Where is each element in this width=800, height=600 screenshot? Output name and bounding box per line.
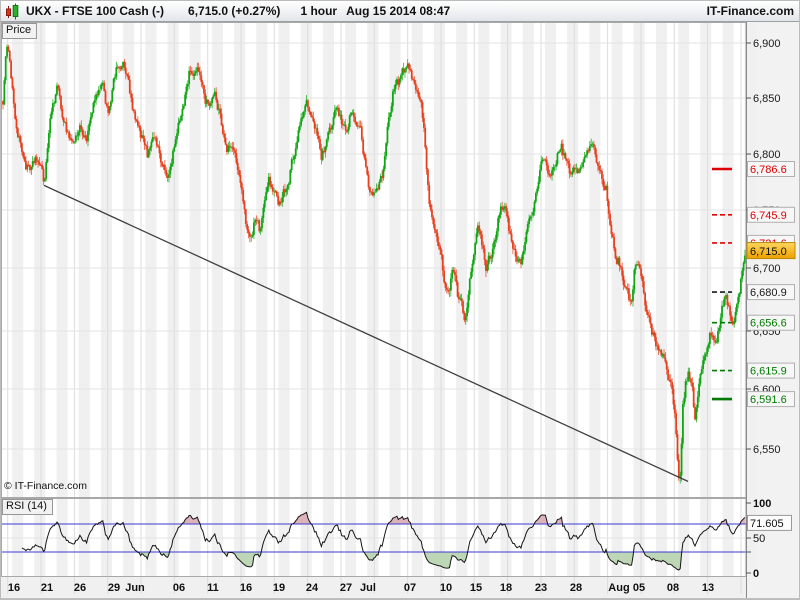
rsi-current-box: [747, 514, 792, 531]
time-tick-13: 10: [440, 582, 452, 594]
time-tick-12: 07: [404, 582, 416, 594]
time-axis[interactable]: [1, 576, 746, 598]
current-price-label: 6,715.0: [750, 246, 787, 258]
rsi-tick-0: 0: [753, 568, 759, 580]
price-tick-6900: 6,900: [753, 38, 781, 50]
time-tick-11: Jul: [360, 582, 376, 594]
level-label-box-6615.9: [747, 362, 795, 379]
brand-label: IT-Finance.com: [706, 4, 794, 18]
level-label-6656.6: 6,656.6: [750, 318, 787, 330]
time-tick-5: 06: [173, 582, 185, 594]
down-candle-bodies: [2, 46, 734, 479]
level-label-box-6656.6: [747, 314, 795, 331]
time-tick-10: 27: [340, 582, 352, 594]
time-tick-9: 24: [306, 582, 319, 594]
level-label-box-6680.9: [747, 284, 795, 301]
time-tick-17: 28: [570, 582, 582, 594]
rsi-tick-50: 50: [753, 533, 765, 545]
price-plot-area[interactable]: [2, 44, 746, 484]
title-bar: UKX - FTSE 100 Cash (-) 6,715.0 (+0.27%)…: [1, 1, 799, 22]
level-label-6786.6: 6,786.6: [750, 164, 787, 176]
level-label-6615.9: 6,615.9: [750, 366, 787, 378]
time-tick-0: 16: [8, 582, 20, 594]
timeframe-label: 1 hour: [300, 4, 338, 18]
time-tick-3: 29: [108, 582, 120, 594]
rsi-oversold-fill: [137, 552, 682, 570]
rsi-current-label: 71.605: [750, 518, 784, 530]
candlestick-icon: [6, 3, 19, 19]
time-tick-7: 16: [240, 582, 252, 594]
current-price-box: [746, 242, 796, 260]
time-tick-16: 23: [535, 582, 547, 594]
level-label-box-6591.6: [747, 391, 795, 408]
rsi-tick-100: 100: [753, 498, 771, 510]
rsi-panel-tab[interactable]: RSI (14): [2, 499, 53, 515]
time-tick-2: 26: [74, 582, 86, 594]
level-label-6591.6: 6,591.6: [750, 394, 787, 406]
time-tick-4: Jun: [125, 582, 145, 594]
time-tick-14: 15: [470, 582, 482, 594]
last-price-and-change: 6,715.0 (+0.27%): [188, 4, 281, 18]
price-tick-6800: 6,800: [753, 149, 781, 161]
timestamp-label: Aug 15 2014 08:47: [346, 4, 451, 18]
level-label-6745.9: 6,745.9: [750, 210, 787, 222]
time-tick-19: 05: [633, 582, 645, 594]
time-tick-18: Aug: [608, 582, 629, 594]
price-tick-6850: 6,850: [753, 93, 781, 105]
price-tick-6550: 6,550: [753, 444, 781, 456]
level-label-box-6745.9: [747, 206, 795, 223]
time-tick-20: 08: [667, 582, 679, 594]
rsi-line: [21, 511, 746, 571]
time-tick-15: 18: [500, 582, 512, 594]
copyright-label: © IT-Finance.com: [4, 480, 88, 492]
time-tick-8: 19: [273, 582, 285, 594]
time-tick-21: 13: [702, 582, 714, 594]
symbol-title: UKX - FTSE 100 Cash (-): [26, 4, 165, 18]
time-tick-6: 11: [207, 582, 219, 594]
level-label-6680.9: 6,680.9: [750, 287, 787, 299]
time-tick-1: 21: [41, 582, 53, 594]
price-panel-tab[interactable]: Price: [2, 23, 38, 39]
trendline: [43, 184, 689, 482]
level-label-box-6786.6: [747, 161, 795, 177]
rsi-plot-area[interactable]: [1, 498, 746, 576]
up-candle-bodies: [3, 46, 746, 479]
price-tick-6700: 6,700: [753, 263, 781, 275]
